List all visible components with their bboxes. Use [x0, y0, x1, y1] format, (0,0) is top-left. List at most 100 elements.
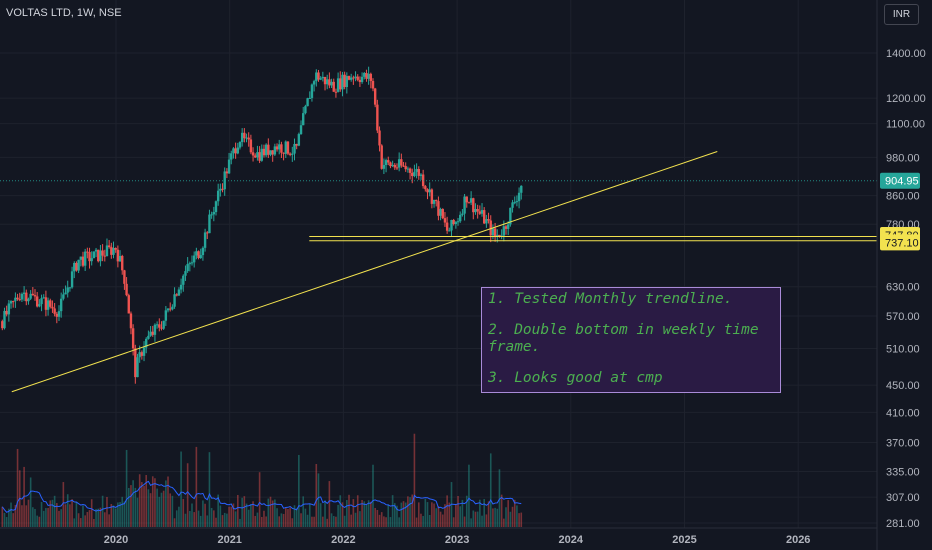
volume-bar: [446, 495, 448, 527]
candle-body: [326, 79, 329, 85]
candle-body: [249, 139, 253, 153]
volume-bar: [474, 511, 477, 527]
candle-body: [53, 308, 56, 314]
candle-body: [195, 251, 198, 256]
volume-bar: [391, 495, 394, 527]
volume-bar: [289, 507, 291, 527]
y-tick-label: 410.00: [886, 407, 920, 419]
candle-body: [469, 198, 473, 203]
candle-body: [448, 230, 451, 232]
candle-body: [358, 79, 362, 83]
volume-bar: [156, 488, 158, 527]
candle-body: [417, 168, 420, 176]
current-price-tag-bg: [880, 172, 920, 189]
candle-body: [223, 171, 226, 190]
symbol-title: VOLTAS LTD, 1W, NSE: [6, 7, 122, 19]
volume-bar: [1, 506, 4, 527]
candle-body: [225, 171, 229, 174]
candle-body: [214, 201, 218, 213]
candle-body: [339, 78, 342, 90]
candle-body: [3, 310, 6, 329]
candle-body: [129, 313, 133, 329]
volume-bar: [313, 516, 315, 527]
volume-bar: [483, 499, 486, 527]
annotation-note[interactable]: 1. Tested Monthly trendline. 2. Double b…: [481, 287, 781, 393]
note-line-3: 3. Looks good at cmp: [488, 370, 663, 386]
volume-bar: [21, 505, 23, 527]
volume-bar: [184, 513, 187, 527]
volume-bar: [42, 510, 45, 527]
volume-bar: [123, 501, 126, 527]
candle-body: [79, 256, 82, 260]
volume-bar: [455, 504, 457, 527]
volume-bar: [330, 513, 333, 527]
volume-bar: [25, 505, 28, 527]
volume-bar: [12, 513, 15, 527]
candle-body: [245, 137, 248, 139]
volume-bar: [86, 512, 89, 527]
candle-body: [343, 74, 346, 87]
candle-body: [454, 222, 458, 225]
candle-body: [173, 294, 176, 307]
candle-body: [317, 72, 320, 80]
volume-bar: [223, 512, 226, 527]
candle-body: [437, 201, 440, 216]
volume-bar: [278, 516, 281, 527]
candle-body: [332, 81, 335, 92]
volume-bar: [60, 509, 62, 527]
candle-body: [62, 294, 65, 299]
candle-body: [487, 219, 490, 221]
volume-bar: [99, 507, 102, 527]
volume-bar: [90, 499, 93, 527]
candle-body: [155, 324, 159, 326]
candle-body: [493, 228, 497, 238]
candle-body: [199, 255, 202, 259]
volume-bar: [130, 485, 132, 527]
volume-bar: [356, 495, 359, 527]
candle-body: [99, 250, 102, 262]
volume-bar: [404, 502, 407, 527]
volume-bar: [363, 501, 366, 527]
candle-body: [258, 152, 261, 161]
candle-body: [138, 352, 141, 358]
candle-body: [92, 251, 96, 259]
candle-body: [86, 251, 89, 253]
candle-body: [171, 306, 174, 310]
volume-bar: [263, 510, 265, 527]
candle-body: [297, 134, 301, 146]
candle-body: [282, 152, 285, 154]
volume-bar: [208, 452, 211, 527]
volume-bar: [219, 505, 222, 527]
volume-bar: [435, 508, 438, 527]
volume-bar: [232, 503, 235, 527]
candle-body: [356, 76, 359, 80]
candle-body: [435, 199, 438, 202]
x-tick-label: 2026: [786, 534, 810, 546]
candle-body: [153, 324, 157, 335]
volume-bar: [269, 496, 272, 527]
volume-bar: [441, 514, 444, 527]
volume-bar: [158, 496, 161, 527]
candle-body: [29, 293, 32, 299]
volume-bar: [256, 512, 259, 527]
volume-bar: [359, 511, 361, 527]
volume-bar: [228, 506, 230, 527]
volume-bar: [141, 482, 143, 527]
candle-body: [334, 91, 338, 93]
candle-body: [308, 97, 311, 99]
candle-body: [360, 76, 364, 83]
volume-bar: [36, 515, 38, 527]
candle-body: [73, 262, 76, 272]
volume-bar: [367, 500, 370, 527]
volume-bar: [103, 512, 106, 527]
candle-body: [12, 301, 15, 303]
candle-body: [476, 208, 479, 212]
volume-bar: [210, 507, 213, 527]
currency-button[interactable]: INR: [884, 4, 919, 25]
candle-body: [256, 152, 259, 158]
candle-body: [140, 352, 144, 356]
candle-body: [262, 148, 266, 156]
volume-bar: [271, 500, 274, 527]
x-tick-label: 2021: [217, 534, 241, 546]
